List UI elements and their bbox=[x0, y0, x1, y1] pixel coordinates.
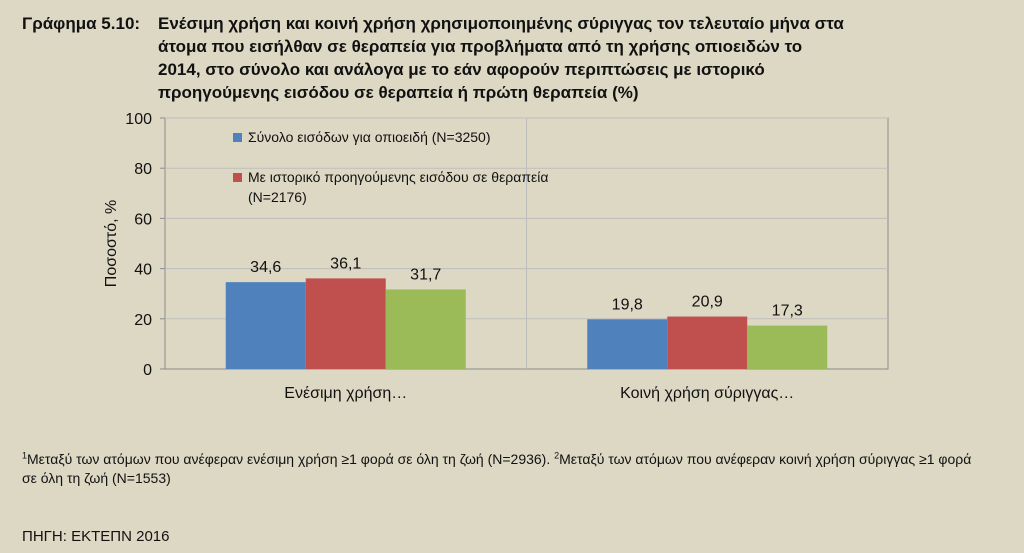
footnote-text-2: Μεταξύ των ατόμων που ανέφεραν κοινή χρή… bbox=[22, 451, 972, 486]
bar bbox=[225, 282, 306, 369]
data-label: 34,6 bbox=[250, 259, 281, 276]
x-category-label: Ενέσιμη χρήση… bbox=[284, 385, 407, 402]
y-tick-label: 100 bbox=[125, 111, 152, 128]
y-tick-label: 20 bbox=[134, 312, 152, 329]
y-tick-label: 60 bbox=[134, 211, 152, 228]
chart-title: Ενέσιμη χρήση και κοινή χρήση χρησιμοποι… bbox=[158, 12, 958, 104]
y-axis-label: Ποσοστό, % bbox=[103, 200, 120, 287]
bar bbox=[587, 319, 668, 369]
chart-title-prefix: Γράφημα 5.10: bbox=[22, 14, 141, 33]
legend-label: Σύνολο εισόδων για οπιοειδή (N=3250) bbox=[248, 129, 491, 145]
chart-title-line: προηγούμενης εισόδου σε θεραπεία ή πρώτη… bbox=[158, 83, 639, 102]
legend-swatch bbox=[233, 173, 242, 182]
data-label: 20,9 bbox=[692, 294, 723, 311]
legend-label: Με ιστορικό προηγούμενης εισόδου σε θερα… bbox=[248, 169, 548, 185]
x-category-label: Κοινή χρήση σύριγγας… bbox=[620, 385, 794, 402]
footnote-marker-1: 1 bbox=[22, 450, 28, 461]
bar bbox=[305, 278, 386, 369]
bar bbox=[667, 316, 748, 369]
legend-swatch bbox=[233, 133, 242, 142]
data-label: 19,8 bbox=[612, 296, 643, 313]
bar bbox=[385, 289, 466, 369]
y-tick-label: 40 bbox=[134, 262, 152, 279]
data-label: 36,1 bbox=[330, 255, 361, 272]
source-note: ΠΗΓΗ: ΕΚΤΕΠΝ 2016 bbox=[22, 528, 170, 545]
y-tick-label: 80 bbox=[134, 161, 152, 178]
bar bbox=[747, 325, 828, 369]
data-label: 17,3 bbox=[772, 303, 803, 320]
bar-chart: 0 20 40 60 80 100 Ποσοστό, % 34,6 36,1 31,7 Ενέσιμ… bbox=[103, 111, 889, 402]
legend-label: (N=2176) bbox=[248, 189, 307, 205]
footnote-text-1: Μεταξύ των ατόμων που ανέφεραν ενέσιμη χ… bbox=[27, 451, 551, 467]
data-label: 31,7 bbox=[410, 266, 441, 283]
chart-title-line: Ενέσιμη χρήση και κοινή χρήση χρησιμοποι… bbox=[158, 14, 844, 33]
chart-title-line: άτομα που εισήλθαν σε θεραπεία για προβλ… bbox=[158, 37, 803, 56]
footnote: 1Μεταξύ των ατόμων που ανέφεραν ενέσιμη … bbox=[22, 450, 982, 488]
footnote-marker-2: 2 bbox=[554, 450, 560, 461]
y-tick-label: 0 bbox=[143, 362, 152, 379]
chart-title-line: 2014, στο σύνολο και ανάλογα με το εάν α… bbox=[158, 60, 765, 79]
